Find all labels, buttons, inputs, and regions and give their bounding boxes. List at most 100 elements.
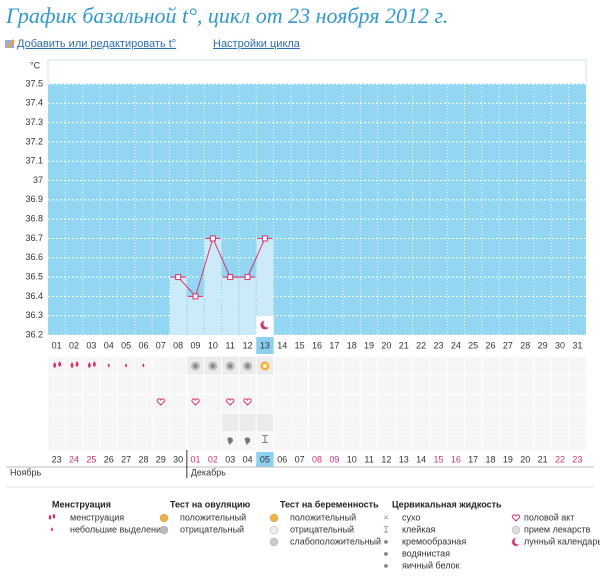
day-label: 11 — [226, 340, 235, 350]
menstruation-icon — [75, 361, 79, 367]
day-label: 16 — [312, 340, 322, 350]
legend-icon: × — [383, 512, 388, 522]
day-label: 02 — [69, 340, 79, 350]
menstruation-icon — [70, 362, 74, 368]
grid-cell — [516, 374, 535, 395]
intercourse-icon — [156, 398, 165, 406]
grid-cell — [64, 355, 84, 376]
grid-cell — [498, 412, 518, 433]
grid-cell — [47, 431, 66, 452]
date-label: 03 — [225, 454, 235, 464]
legend-icon — [159, 513, 169, 523]
legend-item: кремообразная — [402, 536, 466, 546]
grid-cell — [255, 412, 275, 433]
date-label: 07 — [295, 454, 305, 464]
legend-item: лунный календарь — [524, 536, 600, 546]
grid-cell — [498, 374, 518, 395]
grid-cell — [307, 431, 327, 452]
date-label: 27 — [121, 454, 131, 464]
grid-cell — [325, 393, 344, 414]
grid-cell — [221, 412, 240, 433]
date-label: 15 — [433, 454, 443, 464]
grid-cell — [116, 431, 136, 452]
grid-cell — [290, 355, 309, 376]
temp-column — [239, 277, 256, 335]
date-label: 16 — [451, 454, 461, 464]
ovulation-inner — [210, 364, 215, 368]
grid-cell — [168, 431, 188, 452]
y-tick-label: 36.6 — [25, 252, 43, 262]
menstruation-icon — [53, 362, 57, 368]
plot-top-band — [47, 59, 587, 85]
month-label: Ноябрь — [10, 467, 42, 477]
menstruation-icon — [87, 362, 91, 368]
grid-cell — [325, 412, 344, 433]
grid-cell — [342, 355, 361, 376]
day-label: 03 — [86, 340, 96, 350]
grid-cell — [394, 355, 413, 376]
grid-cell — [533, 393, 552, 414]
grid-cell — [290, 412, 309, 433]
temp-column — [204, 238, 222, 335]
grid-cell — [568, 431, 587, 452]
date-label: 21 — [538, 454, 548, 464]
grid-cell — [168, 374, 188, 395]
edit-temp-link[interactable]: Добавить или редактировать t° — [17, 38, 176, 50]
grid-cell — [429, 431, 448, 452]
intercourse-icon — [243, 398, 252, 406]
page-title: График базальной t°, цикл от 23 ноября 2… — [5, 3, 448, 28]
y-axis-label: °C — [30, 60, 41, 70]
date-label: 06 — [277, 454, 287, 464]
grid-cell — [342, 393, 361, 414]
date-label: 02 — [208, 454, 218, 464]
grid-cell — [464, 355, 483, 376]
cycle-settings-link[interactable]: Настройки цикла — [213, 38, 301, 50]
temp-point — [227, 274, 234, 281]
y-tick-label: 37.4 — [25, 98, 43, 108]
date-label: 22 — [555, 454, 565, 464]
grid-cell — [550, 431, 570, 452]
date-label: 11 — [364, 454, 373, 464]
grid-cell — [550, 374, 570, 395]
grid-cell — [99, 412, 118, 433]
grid-cell — [446, 431, 466, 452]
y-tick-label: 36.7 — [25, 233, 43, 243]
grid-cell — [429, 355, 448, 376]
grid-cell — [377, 412, 396, 433]
legend-item: яичный белок — [402, 560, 460, 570]
legend-item: положительный — [290, 512, 356, 522]
grid-cell — [134, 431, 153, 452]
temp-line — [177, 237, 266, 298]
grid-cell — [151, 355, 170, 376]
grid-cell — [481, 412, 500, 433]
grid-cell — [203, 412, 223, 433]
grid-cell — [411, 374, 431, 395]
legend-icon — [269, 513, 279, 523]
grid-cell — [359, 355, 379, 376]
grid-cell — [151, 412, 170, 433]
grid-cell — [186, 412, 205, 433]
legend-group-title: Цервикальная жидкость — [392, 499, 502, 509]
grid-cell — [550, 393, 570, 414]
spotting-icon — [125, 363, 128, 368]
date-label: 24 — [69, 454, 79, 464]
legend-icon — [269, 537, 279, 547]
grid-cell — [516, 431, 535, 452]
y-tick-label: 37.2 — [25, 136, 43, 146]
grid-cell — [516, 412, 535, 433]
grid-cell — [238, 412, 257, 433]
temp-point — [244, 274, 251, 281]
ovulation-inner — [262, 364, 267, 368]
grid-cell — [64, 374, 84, 395]
grid-cell — [394, 374, 413, 395]
grid-cell — [359, 374, 379, 395]
grid-cell — [273, 374, 292, 395]
legend-icon — [514, 537, 522, 545]
legend-icon — [159, 525, 169, 535]
grid-cell — [273, 393, 292, 414]
legend-group-title: Менструация — [52, 499, 111, 509]
grid-cell — [186, 431, 205, 452]
legend-icon: Ɪ — [383, 524, 388, 534]
grid-cell — [134, 374, 153, 395]
grid-cell — [429, 393, 448, 414]
